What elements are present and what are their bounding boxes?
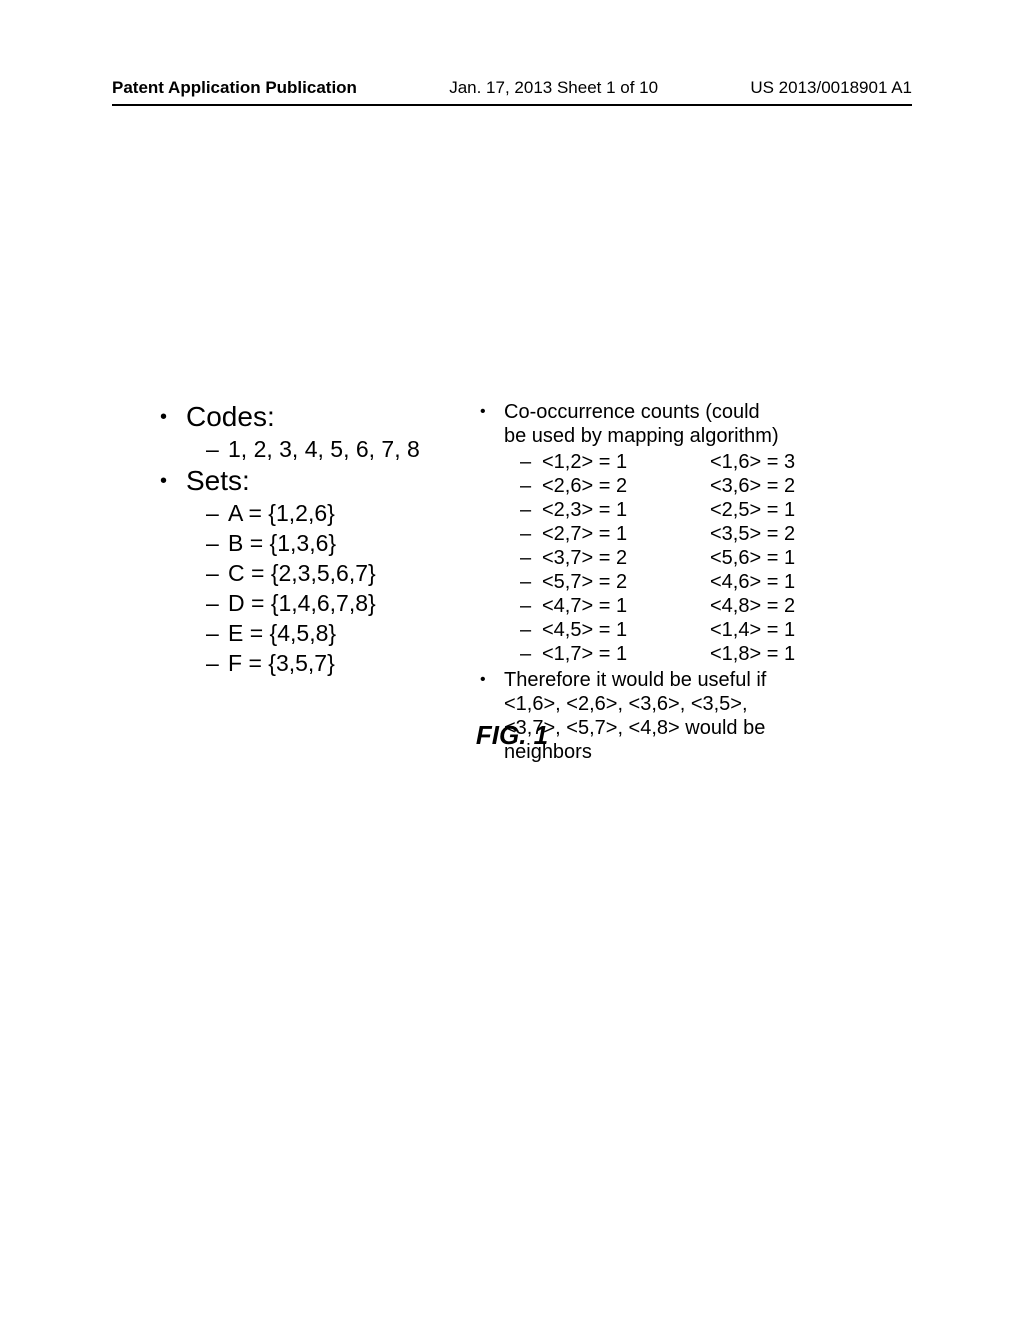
dash-icon: – [206, 588, 228, 618]
therefore-line2: <1,6>, <2,6>, <3,6>, <3,5>, [504, 692, 880, 716]
dash-icon: – [206, 528, 228, 558]
dash-icon: – [520, 594, 542, 618]
dash-icon: – [520, 642, 542, 666]
bullet-dot-icon: • [160, 400, 186, 434]
figure-content: • Codes: – 1, 2, 3, 4, 5, 6, 7, 8 • Sets… [160, 400, 880, 764]
set-row: – C = {2,3,5,6,7} [206, 558, 480, 588]
figure-caption: FIG. 1 [0, 720, 1024, 751]
codes-value-row: – 1, 2, 3, 4, 5, 6, 7, 8 [206, 434, 480, 464]
set-value: C = {2,3,5,6,7} [228, 558, 376, 588]
set-value: B = {1,3,6} [228, 528, 336, 558]
set-row: – F = {3,5,7} [206, 648, 480, 678]
dash-icon: – [520, 522, 542, 546]
dash-icon: – [520, 570, 542, 594]
cooc-row: –<1,7> = 1 <1,8> = 1 [520, 642, 880, 666]
set-row: – A = {1,2,6} [206, 498, 480, 528]
dash-icon: – [206, 558, 228, 588]
dash-icon: – [520, 546, 542, 570]
cooc-row: –<5,7> = 2 <4,6> = 1 [520, 570, 880, 594]
cooc-title-line1: Co-occurrence counts (could [504, 400, 880, 424]
header-right: US 2013/0018901 A1 [750, 78, 912, 98]
cooc-row: –<2,6> = 2 <3,6> = 2 [520, 474, 880, 498]
dash-icon: – [520, 474, 542, 498]
cooc-pair-left: <1,7> = 1 [542, 642, 627, 666]
set-value: A = {1,2,6} [228, 498, 335, 528]
dash-icon: – [206, 618, 228, 648]
cooc-row: –<4,7> = 1 <4,8> = 2 [520, 594, 880, 618]
cooc-pair-left: <2,7> = 1 [542, 522, 627, 546]
cooc-pair-right: <3,6> = 2 [710, 474, 850, 498]
right-column: • Co-occurrence counts (could be used by… [480, 400, 880, 764]
therefore-cont: <1,6>, <2,6>, <3,6>, <3,5>, [480, 692, 880, 716]
cooc-heading-cont: be used by mapping algorithm) [480, 424, 880, 448]
page: Patent Application Publication Jan. 17, … [0, 0, 1024, 1320]
cooc-pair-left: <5,7> = 2 [542, 570, 627, 594]
codes-label: Codes: [186, 400, 275, 434]
codes-heading: • Codes: [160, 400, 480, 434]
codes-value: 1, 2, 3, 4, 5, 6, 7, 8 [228, 434, 420, 464]
cooc-pair-right: <2,5> = 1 [710, 498, 850, 522]
cooc-pair-right: <4,8> = 2 [710, 594, 850, 618]
dash-icon: – [206, 498, 228, 528]
dash-icon: – [206, 434, 228, 464]
cooc-table: –<1,2> = 1 <1,6> = 3 –<2,6> = 2 <3,6> = … [520, 450, 880, 666]
cooc-pair-right: <5,6> = 1 [710, 546, 850, 570]
cooc-pair-left: <2,3> = 1 [542, 498, 627, 522]
set-value: E = {4,5,8} [228, 618, 336, 648]
cooc-pair-left: <4,5> = 1 [542, 618, 627, 642]
cooc-pair-left: <2,6> = 2 [542, 474, 627, 498]
sets-heading: • Sets: [160, 464, 480, 498]
set-row: – D = {1,4,6,7,8} [206, 588, 480, 618]
cooc-row: –<3,7> = 2 <5,6> = 1 [520, 546, 880, 570]
cooc-row: –<2,7> = 1 <3,5> = 2 [520, 522, 880, 546]
therefore-heading: • Therefore it would be useful if [480, 668, 880, 692]
set-value: D = {1,4,6,7,8} [228, 588, 376, 618]
cooc-pair-right: <1,8> = 1 [710, 642, 850, 666]
cooc-row: –<2,3> = 1 <2,5> = 1 [520, 498, 880, 522]
bullet-dot-icon: • [160, 464, 186, 498]
set-row: – B = {1,3,6} [206, 528, 480, 558]
cooc-pair-right: <1,4> = 1 [710, 618, 850, 642]
header-left: Patent Application Publication [112, 78, 357, 98]
cooc-pair-right: <3,5> = 2 [710, 522, 850, 546]
sets-label: Sets: [186, 464, 250, 498]
cooc-pair-left: <1,2> = 1 [542, 450, 627, 474]
cooc-pair-left: <3,7> = 2 [542, 546, 627, 570]
header-mid: Jan. 17, 2013 Sheet 1 of 10 [449, 78, 658, 98]
cooc-pair-right: <4,6> = 1 [710, 570, 850, 594]
cooc-pair-left: <4,7> = 1 [542, 594, 627, 618]
bullet-dot-icon: • [480, 400, 504, 424]
dash-icon: – [206, 648, 228, 678]
bullet-dot-icon: • [480, 668, 504, 692]
set-row: – E = {4,5,8} [206, 618, 480, 648]
therefore-line1: Therefore it would be useful if [504, 668, 880, 692]
cooc-title-line2: be used by mapping algorithm) [504, 424, 880, 448]
left-column: • Codes: – 1, 2, 3, 4, 5, 6, 7, 8 • Sets… [160, 400, 480, 764]
dash-icon: – [520, 618, 542, 642]
dash-icon: – [520, 450, 542, 474]
dash-icon: – [520, 498, 542, 522]
header-rule [112, 104, 912, 106]
cooc-pair-right: <1,6> = 3 [710, 450, 850, 474]
cooc-row: –<4,5> = 1 <1,4> = 1 [520, 618, 880, 642]
cooc-heading: • Co-occurrence counts (could [480, 400, 880, 424]
cooc-row: –<1,2> = 1 <1,6> = 3 [520, 450, 880, 474]
page-header: Patent Application Publication Jan. 17, … [112, 78, 912, 98]
set-value: F = {3,5,7} [228, 648, 335, 678]
